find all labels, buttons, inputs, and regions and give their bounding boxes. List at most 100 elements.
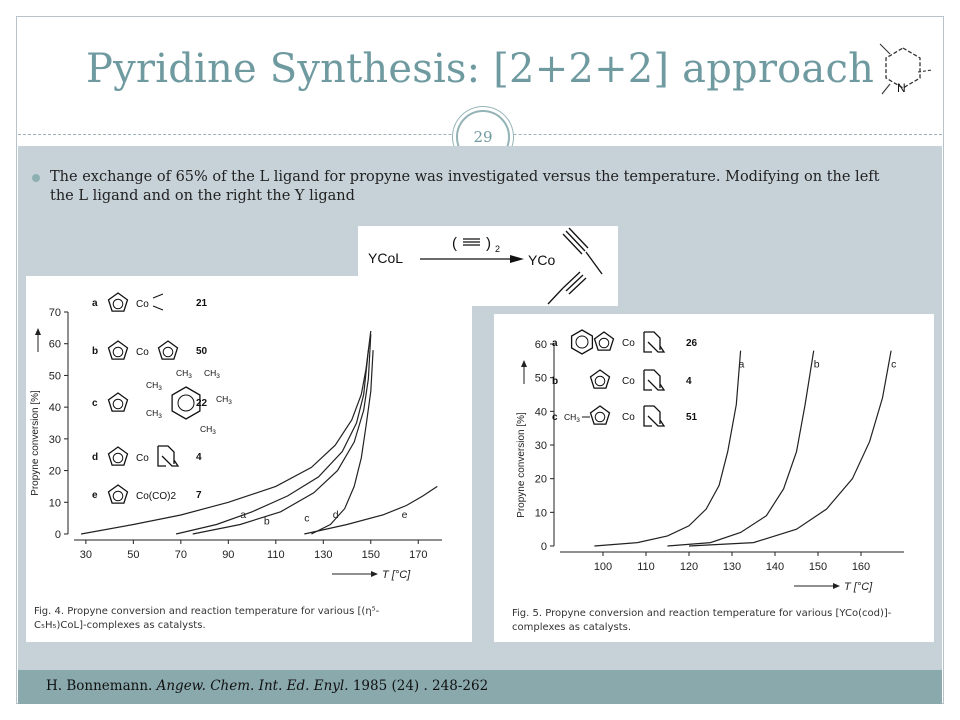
citation: H. Bonnemann. Angew. Chem. Int. Ed. Enyl… — [46, 678, 488, 694]
series-b-line — [667, 350, 815, 547]
legend-b-metal: Co — [136, 347, 149, 358]
chart-panel-right: 0 10 20 30 40 50 60 100 110 120 130 140 150 160 Propyn… — [494, 314, 934, 642]
series-b-line — [175, 350, 369, 535]
legend-c-cp-ring-icon-aromatic — [594, 411, 606, 423]
legend-e-cp-ring-icon — [107, 484, 129, 504]
citation-details: 1985 (24) . 248-262 — [352, 678, 489, 694]
y-tick-label: 60 — [49, 339, 61, 351]
x-tick-label: 130 — [314, 549, 332, 561]
scheme-reagent-open: ( — [452, 235, 457, 252]
x-tick-label: 110 — [267, 549, 285, 561]
legend-c-methyl-label-3: CH3 — [216, 394, 232, 406]
legend-metal-c: Co — [622, 412, 635, 423]
legend-key-b: b — [92, 346, 98, 357]
series-d-label: d — [333, 509, 339, 521]
series-c-label: c — [304, 512, 309, 524]
x-tick-label: 140 — [766, 561, 784, 573]
x-axis-arrowhead-icon — [371, 571, 378, 577]
legend-a-indenyl-benzene-icon — [570, 329, 594, 355]
scheme-reactant: YCoL — [368, 250, 403, 266]
x-axis-title: T [°C] — [382, 569, 411, 581]
chart-left: 0 10 20 30 40 50 60 70 30 50 70 90 110 130 150 170 Propy… — [30, 292, 442, 631]
legend-c-methyl-label-0-subscript: 3 — [188, 373, 192, 380]
y-tick-label: 0 — [55, 529, 61, 541]
series-a-line — [594, 350, 742, 547]
y-tick-label: 50 — [535, 373, 547, 385]
series-e-line — [304, 485, 438, 535]
legend-c-methyl-label-2-subscript: 3 — [216, 373, 220, 380]
legend-a-cp-ring-icon-aromatic — [112, 298, 124, 310]
x-tick-label: 90 — [222, 549, 234, 561]
x-tick-label: 50 — [127, 549, 139, 561]
citation-journal: Angew. Chem. Int. Ed. Enyl. — [156, 678, 349, 694]
legend-number-c: 22 — [196, 398, 208, 409]
x-tick-label: 130 — [723, 561, 741, 573]
chart-left-caption-line-2: C₅H₅)CoL]-complexes as catalysts. — [34, 620, 206, 631]
y-tick-label: 10 — [49, 497, 61, 509]
x-tick-label: 110 — [637, 561, 655, 573]
y-tick-label: 10 — [535, 507, 547, 519]
legend-a-indenyl-cp-icon-aromatic — [598, 337, 610, 349]
legend-c-cp-ring-icon — [589, 405, 611, 425]
y-tick-label: 30 — [535, 440, 547, 452]
legend-number-b: 50 — [196, 346, 208, 357]
scheme-reagent-subscript: 2 — [495, 244, 500, 254]
alkyne-triple-bond-icon — [463, 238, 480, 246]
legend-a-cod-icon — [643, 331, 666, 353]
series-a-line — [80, 330, 372, 535]
series-a-label: a — [738, 359, 744, 371]
footer-bar: H. Bonnemann. Angew. Chem. Int. Ed. Enyl… — [18, 670, 942, 704]
legend-a-indenyl-benzene-icon-aromatic — [575, 335, 589, 349]
legend-a-cp-ring-icon — [107, 292, 129, 312]
chart-right: 0 10 20 30 40 50 60 100 110 120 130 140 150 160 Propyn… — [512, 329, 904, 633]
legend-metal-b: Co — [622, 376, 635, 387]
series-b-label: b — [814, 359, 820, 371]
x-tick-label: 120 — [680, 561, 698, 573]
legend-c-methyl-label-1-subscript: 3 — [158, 385, 162, 392]
legend-c-methyl-label-4-subscript: 3 — [212, 429, 216, 436]
legend-d-cod-icon — [157, 445, 180, 467]
y-tick-label: 50 — [49, 370, 61, 382]
x-tick-label: 170 — [409, 549, 427, 561]
legend-d-metal: Co — [136, 453, 149, 464]
legend-c-benzene-icon — [171, 386, 201, 420]
legend-c-cp-ring-icon-aromatic — [112, 398, 124, 410]
legend-c-methyl-label-3-subscript: 3 — [228, 399, 232, 406]
legend-d-cp-ring-icon — [107, 446, 129, 466]
legend-number-e: 7 — [196, 490, 202, 501]
legend-c-cod-icon — [643, 405, 666, 427]
legend-c-methyl-label-0: CH3 — [176, 368, 192, 380]
legend-a-ethylene-icon — [152, 293, 164, 299]
x-tick-label: 30 — [80, 549, 92, 561]
series-c-line — [688, 350, 892, 547]
scheme-reagent-close: ) — [486, 235, 491, 252]
legend-b-cp-ring-icon-aromatic — [112, 346, 124, 358]
y-axis-arrowhead-icon — [521, 360, 527, 367]
content-area: The exchange of 65% of the L ligand for … — [18, 146, 942, 670]
legend-key-c: c — [552, 412, 558, 423]
legend-a-metal: Co — [136, 299, 149, 310]
legend-key-a: a — [92, 298, 98, 309]
x-tick-label: 150 — [809, 561, 827, 573]
legend-number-a: 21 — [196, 298, 208, 309]
y-tick-label: 30 — [49, 434, 61, 446]
bullet-text: The exchange of 65% of the L ligand for … — [50, 169, 880, 204]
legend-c-methyl-label: CH3 — [564, 412, 580, 424]
legend-key-d: d — [92, 452, 98, 463]
scheme-product: YCo — [528, 252, 555, 268]
pyridine-ring-icon: N — [879, 43, 933, 95]
legend-b-cod-icon — [643, 369, 666, 391]
coordinated-alkyne-icon — [547, 227, 603, 305]
legend-b-cp-ring-2-icon — [157, 340, 179, 360]
y-axis-title: Propyne conversion [%] — [516, 412, 527, 518]
legend-a-ethylene-icon-2 — [152, 305, 164, 311]
legend-number-b: 4 — [686, 376, 692, 387]
series-d-line — [311, 350, 374, 535]
legend-b-cp-ring-2-icon-aromatic — [162, 346, 174, 358]
series-b-label: b — [264, 515, 270, 527]
legend-key-b: b — [552, 376, 558, 387]
legend-b-cp-ring-icon — [107, 340, 129, 360]
legend-c-benzene-icon-aromatic — [177, 394, 195, 412]
legend-e-metal: Co(CO)2 — [136, 491, 176, 502]
